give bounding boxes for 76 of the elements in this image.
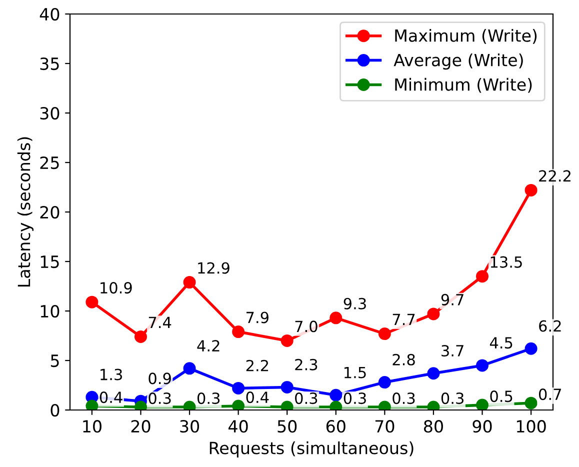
point	[427, 367, 440, 380]
point	[232, 400, 245, 410]
data-label: 0.3	[392, 392, 415, 404]
data-label: 7.9	[246, 312, 268, 324]
y-axis-title: Latency (seconds)	[17, 137, 34, 287]
point	[524, 342, 538, 355]
x-tick-label: 60	[326, 420, 346, 433]
y-tick-label: 0	[50, 404, 60, 417]
data-label: 0.9	[148, 372, 171, 384]
data-label: 7.7	[392, 314, 415, 326]
point	[476, 270, 489, 283]
data-label: 10.9	[100, 282, 132, 294]
data-label: 0.3	[148, 392, 171, 404]
y-tick-label: 15	[40, 256, 59, 268]
point	[330, 312, 342, 324]
data-label: 4.5	[490, 337, 512, 349]
data-label: 2.8	[392, 354, 415, 366]
data-label: 6.2	[539, 320, 561, 332]
legend-label: Average (Write)	[394, 53, 523, 70]
legend-label: Maximum (Write)	[395, 29, 537, 44]
x-tick-label: 50	[278, 420, 297, 433]
data-label: 0.3	[344, 392, 366, 404]
point	[134, 330, 147, 343]
data-label: 7.4	[148, 316, 172, 328]
point	[427, 308, 440, 320]
data-label: 13.5	[490, 256, 522, 268]
point	[86, 400, 98, 410]
data-label: 12.9	[198, 262, 230, 274]
data-label: 1.3	[100, 368, 122, 380]
point	[476, 359, 489, 372]
point	[183, 362, 196, 375]
x-tick-label: 40	[228, 420, 248, 433]
point	[232, 382, 245, 394]
point	[280, 334, 294, 347]
y-tick-label: 10	[40, 304, 60, 318]
data-label: 0.3	[295, 392, 318, 404]
x-axis-title: Requests (simultaneous)	[210, 441, 414, 458]
point	[280, 380, 294, 394]
data-label: 0.7	[538, 388, 561, 400]
y-tick-label: 5	[50, 354, 59, 368]
data-label: 7.0	[295, 320, 318, 332]
data-label: 9.7	[441, 294, 464, 306]
point	[378, 328, 391, 340]
x-tick-label: 100	[516, 420, 546, 433]
data-label: 3.7	[442, 344, 464, 357]
data-label: 0.4	[100, 392, 122, 404]
data-label: 0.5	[490, 390, 512, 402]
point	[86, 296, 98, 308]
point	[378, 376, 391, 389]
data-label: 0.3	[441, 392, 464, 404]
x-tick-label: 20	[131, 420, 150, 433]
data-label: 2.2	[246, 360, 268, 372]
point	[524, 184, 538, 196]
point	[330, 388, 342, 402]
point	[183, 276, 196, 289]
x-tick-label: 10	[83, 420, 102, 433]
data-label: 2.3	[295, 358, 318, 370]
legend-label: Minimum (Write)	[395, 78, 532, 93]
x-tick-label: 80	[424, 420, 443, 433]
x-tick-label: 30	[180, 420, 200, 433]
data-label: 9.3	[344, 298, 366, 310]
data-label: 0.4	[246, 392, 269, 404]
point	[524, 396, 538, 410]
data-label: 1.5	[344, 366, 366, 378]
point	[232, 326, 245, 338]
x-tick-label: 90	[472, 420, 492, 433]
y-tick-label: 30	[40, 106, 60, 120]
data-label: 22.2	[539, 170, 570, 182]
data-label: 0.3	[197, 392, 220, 404]
y-tick-label: 40	[40, 8, 60, 21]
point	[476, 398, 489, 410]
y-tick-label: 25	[40, 156, 59, 170]
data-label: 4.2	[197, 340, 220, 352]
y-tick-label: 20	[40, 206, 60, 219]
y-tick-label: 35	[40, 57, 59, 70]
x-tick-label: 70	[375, 420, 394, 433]
